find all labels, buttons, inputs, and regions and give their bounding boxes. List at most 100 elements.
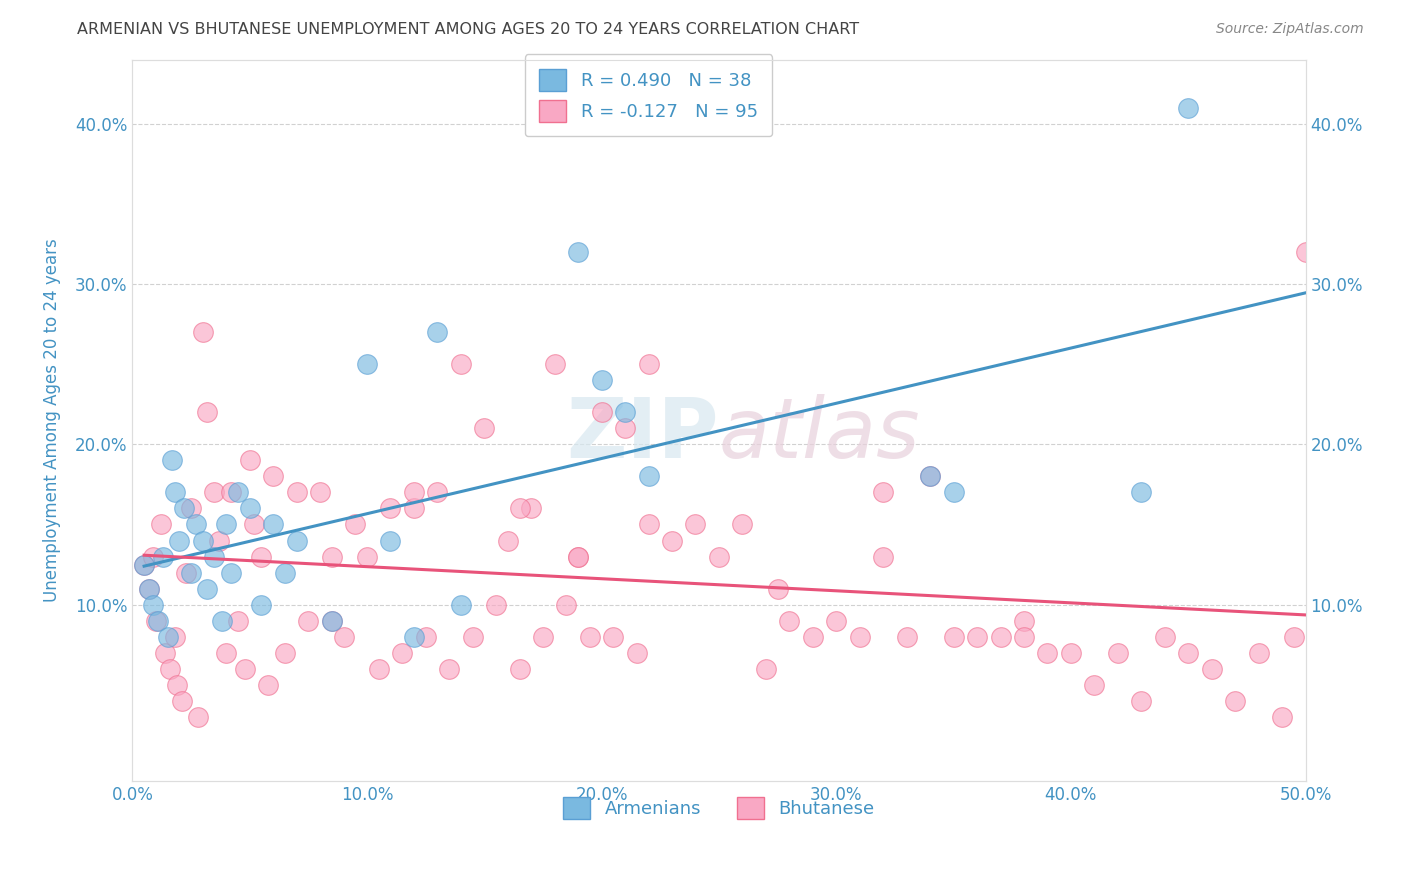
Point (555, 598, 578, 612)
Point (239, 501, 262, 516)
Point (332, 630, 354, 644)
Point (707, 549, 730, 564)
Point (243, 517, 266, 532)
Point (132, 558, 155, 572)
Point (848, 630, 870, 644)
Point (990, 630, 1012, 644)
Point (1012, 614, 1035, 628)
Point (215, 646, 238, 660)
Text: ZIP: ZIP (567, 394, 718, 475)
Point (1130, 485, 1153, 500)
Point (356, 549, 378, 564)
Point (402, 485, 425, 500)
Point (1247, 646, 1270, 660)
Point (579, 630, 602, 644)
Point (766, 582, 789, 596)
Point (250, 598, 273, 612)
Point (356, 357, 378, 371)
Point (461, 630, 484, 644)
Point (567, 549, 589, 564)
Point (156, 630, 179, 644)
Point (1295, 244, 1317, 259)
Point (402, 501, 425, 516)
Point (614, 405, 637, 419)
Point (191, 325, 214, 339)
Point (250, 549, 273, 564)
Point (197, 405, 219, 419)
Point (204, 485, 226, 500)
Point (508, 501, 530, 516)
Text: Source: ZipAtlas.com: Source: ZipAtlas.com (1216, 22, 1364, 37)
Point (148, 614, 170, 628)
Point (297, 614, 319, 628)
Point (226, 614, 249, 628)
Point (485, 598, 508, 612)
Point (920, 469, 942, 483)
Point (1060, 646, 1083, 660)
Point (391, 646, 413, 660)
Point (285, 485, 308, 500)
Point (685, 517, 707, 532)
Point (1153, 630, 1175, 644)
Point (208, 533, 231, 548)
Point (344, 517, 367, 532)
Point (149, 517, 172, 532)
Point (1223, 694, 1246, 708)
Point (162, 453, 184, 467)
Point (825, 614, 848, 628)
Point (942, 485, 965, 500)
Point (942, 630, 965, 644)
Point (602, 630, 624, 644)
Point (155, 646, 177, 660)
Point (567, 549, 589, 564)
Point (544, 357, 567, 371)
Point (496, 533, 519, 548)
Point (380, 501, 402, 516)
Y-axis label: Unemployment Among Ages 20 to 24 years: Unemployment Among Ages 20 to 24 years (44, 238, 60, 602)
Point (233, 662, 256, 676)
Point (173, 501, 195, 516)
Point (731, 517, 754, 532)
Point (145, 614, 167, 628)
Point (778, 614, 800, 628)
Point (239, 453, 262, 467)
Point (755, 662, 778, 676)
Point (520, 501, 543, 516)
Point (262, 517, 284, 532)
Point (1012, 630, 1035, 644)
Point (138, 582, 160, 596)
Point (1107, 646, 1129, 660)
Point (896, 630, 918, 644)
Point (450, 598, 472, 612)
Point (1177, 646, 1199, 660)
Point (661, 533, 683, 548)
Point (367, 662, 389, 676)
Point (180, 501, 202, 516)
Point (262, 469, 284, 483)
Text: ARMENIAN VS BHUTANESE UNEMPLOYMENT AMONG AGES 20 TO 24 YEARS CORRELATION CHART: ARMENIAN VS BHUTANESE UNEMPLOYMENT AMONG… (77, 22, 859, 37)
Point (142, 598, 165, 612)
Point (1282, 630, 1305, 644)
Point (801, 630, 824, 644)
Point (321, 549, 343, 564)
Point (132, 558, 155, 572)
Point (274, 566, 297, 580)
Point (170, 694, 193, 708)
Point (637, 357, 659, 371)
Point (219, 566, 242, 580)
Point (163, 485, 186, 500)
Point (591, 373, 613, 387)
Point (180, 566, 202, 580)
Point (591, 405, 613, 419)
Point (204, 549, 226, 564)
Point (1130, 694, 1153, 708)
Point (450, 357, 472, 371)
Point (152, 549, 174, 564)
Point (215, 517, 238, 532)
Point (1083, 678, 1105, 692)
Point (1271, 710, 1294, 724)
Point (138, 582, 160, 596)
Point (614, 421, 637, 435)
Point (159, 662, 181, 676)
Point (169, 533, 191, 548)
